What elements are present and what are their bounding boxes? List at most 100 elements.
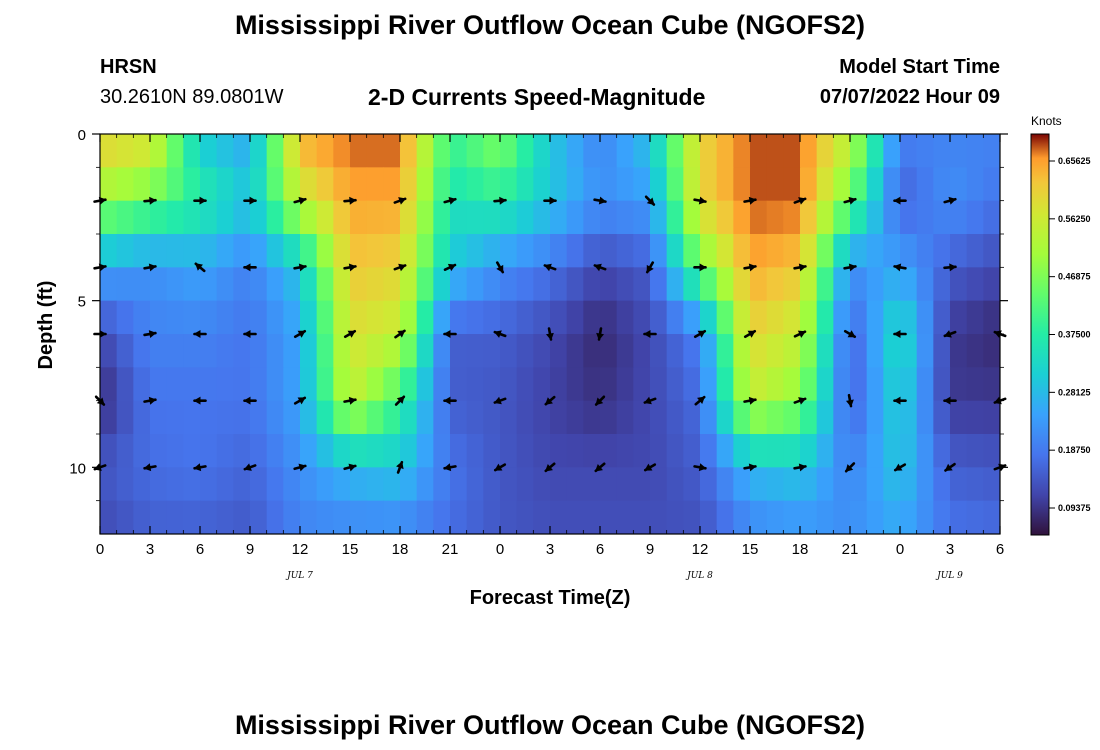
heatmap-cell (416, 334, 434, 368)
heatmap-cell (350, 500, 368, 534)
current-arrow (644, 195, 656, 206)
current-arrow (693, 329, 707, 339)
current-arrow (643, 330, 657, 338)
heatmap-cell (283, 434, 301, 468)
heatmap-cell (533, 500, 551, 534)
heatmap-cell (866, 134, 884, 168)
heatmap-cell (166, 500, 184, 534)
heatmap-cell (183, 234, 201, 268)
heatmap-cell (350, 400, 368, 435)
heatmap-cell (583, 134, 601, 168)
heatmap-cell (966, 334, 984, 368)
current-arrow (843, 196, 857, 205)
current-arrow (293, 263, 307, 272)
heatmap-cell (483, 300, 501, 335)
heatmap-cell (983, 400, 1000, 435)
heatmap-cell (150, 367, 168, 402)
heatmap-cell (316, 434, 334, 468)
heatmap-cell (650, 500, 668, 534)
heatmap-cell (816, 234, 834, 268)
heatmap-cell (683, 167, 701, 202)
heatmap-cell (550, 267, 568, 302)
heatmap-cell (950, 234, 968, 268)
heatmap-cell (366, 467, 384, 502)
heatmap-cell (933, 400, 951, 435)
heatmap-cell (266, 434, 284, 468)
heatmap-cell (800, 400, 818, 435)
heatmap-cell (466, 134, 484, 168)
heatmap-cell (916, 134, 934, 168)
heatmap-cell (333, 300, 351, 335)
heatmap-cell (450, 467, 468, 502)
heatmap-cell (850, 434, 868, 468)
heatmap-cell (850, 334, 868, 368)
heatmap-cell (533, 467, 551, 502)
heatmap-cell (166, 267, 184, 302)
heatmap-cell (700, 434, 718, 468)
heatmap-cell (616, 467, 634, 502)
station-name: HRSN (100, 56, 157, 78)
heatmap-cell (900, 434, 918, 468)
heatmap-cell (783, 200, 801, 235)
heatmap-cell (166, 400, 184, 435)
heatmap-cell (900, 334, 918, 368)
heatmap-cell (700, 234, 718, 268)
heatmap-cell (833, 334, 851, 368)
heatmap-cell (883, 234, 901, 268)
heatmap-cell (100, 300, 118, 335)
heatmap-cell (250, 467, 268, 502)
heatmap-cell (916, 167, 934, 202)
heatmap-cell (933, 267, 951, 302)
heatmap-cell (483, 267, 501, 302)
current-arrow (893, 263, 907, 272)
heatmap-cell (766, 400, 784, 435)
heatmap-cell (883, 167, 901, 202)
heatmap-cell (283, 400, 301, 435)
heatmap-cell (100, 200, 118, 235)
x-tick-label: 12 (692, 541, 709, 558)
current-arrow (495, 261, 505, 274)
heatmap-cell (283, 200, 301, 235)
heatmap-cell (383, 267, 401, 302)
heatmap-cell (250, 267, 268, 302)
heatmap-cell (466, 367, 484, 402)
heatmap-cell (250, 500, 268, 534)
heatmap-cell (400, 367, 418, 402)
heatmap-cell (866, 400, 884, 435)
heatmap-cell (933, 167, 951, 202)
heatmap-cell (316, 167, 334, 202)
x-tick-label: 6 (596, 541, 604, 558)
heatmap-cell (933, 367, 951, 402)
heatmap-cell (233, 334, 251, 368)
current-arrow (643, 396, 657, 405)
heatmap-cell (766, 367, 784, 402)
heatmap-cell (150, 434, 168, 468)
heatmap-cell (900, 367, 918, 402)
heatmap-cell (333, 500, 351, 534)
heatmap-cell (966, 434, 984, 468)
heatmap-cell (266, 334, 284, 368)
heatmap-cell (566, 334, 584, 368)
heatmap-cell (883, 134, 901, 168)
heatmap-cell (733, 500, 751, 534)
heatmap-cell (533, 267, 551, 302)
heatmap-cell (533, 300, 551, 335)
heatmap-cell (116, 200, 134, 235)
x-tick-label: 21 (442, 541, 459, 558)
heatmap-cell (616, 367, 634, 402)
current-arrow (493, 330, 507, 338)
heatmap-cell (116, 167, 134, 202)
heatmap-cell (716, 267, 734, 302)
heatmap-cell (183, 434, 201, 468)
heatmap-cell (283, 134, 301, 168)
heatmap-cell (983, 134, 1000, 168)
heatmap-cell (483, 134, 501, 168)
heatmap-cell (883, 334, 901, 368)
heatmap-cell (933, 467, 951, 502)
heatmap-cell (966, 400, 984, 435)
heatmap-cell (750, 334, 768, 368)
heatmap-cell (300, 434, 318, 468)
heatmap-cell (200, 434, 218, 468)
x-tick-label: 0 (96, 541, 104, 558)
heatmap-cell (183, 134, 201, 168)
